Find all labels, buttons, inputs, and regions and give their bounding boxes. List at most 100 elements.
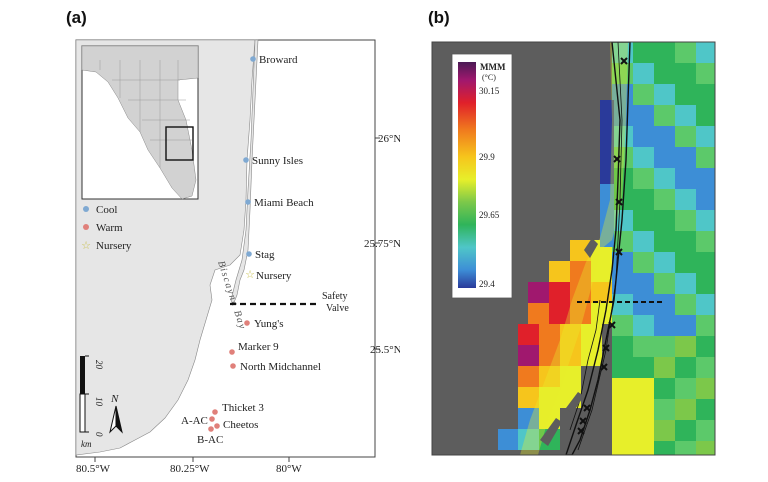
sst-cell: [560, 324, 581, 345]
lat-tick-25-75: 25.75°N: [364, 238, 400, 250]
sst-cell: [633, 84, 654, 105]
sst-cell: [612, 294, 633, 315]
sst-cell: [654, 336, 675, 357]
sst-cell: [633, 210, 654, 231]
inset-study-area-box: [165, 126, 194, 161]
sst-cell: [675, 63, 696, 84]
sst-cell: [696, 357, 715, 378]
sst-cell: [633, 336, 654, 357]
sst-cell: [675, 441, 696, 455]
sst-cell: [591, 261, 612, 282]
sst-cell: [696, 252, 715, 273]
sst-cell: [539, 324, 560, 345]
sst-cell: [654, 126, 675, 147]
colorbar-title: MMM: [480, 62, 506, 72]
sst-cell: [696, 273, 715, 294]
sst-cell: [539, 387, 560, 408]
sst-cell: [654, 315, 675, 336]
sst-cell: [612, 147, 633, 168]
lon-tick-80: 80°W: [276, 463, 302, 475]
sst-cell: [549, 303, 570, 324]
site-broward-marker: [250, 56, 256, 62]
sst-cell: [675, 315, 696, 336]
sst-cell: [600, 121, 614, 142]
colorbar-tick-29-4: 29.4: [479, 279, 495, 289]
site-a-ac-label: A-AC: [181, 415, 208, 427]
sst-cell: [654, 105, 675, 126]
sst-cell: [675, 294, 696, 315]
site-marker-9-marker: [229, 349, 235, 355]
sst-cell: [696, 231, 715, 252]
scale-label-10: 10: [94, 397, 104, 407]
sst-cell: [612, 231, 633, 252]
keys-outline: [565, 42, 631, 455]
sst-cell: [560, 366, 581, 387]
sst-cell: [570, 303, 591, 324]
sst-cell: [528, 303, 549, 324]
sst-cell: [633, 315, 654, 336]
sst-cell: [612, 420, 633, 441]
sst-cell: [675, 189, 696, 210]
sst-cell: [675, 231, 696, 252]
sst-cell: [654, 441, 675, 455]
sst-cell: [600, 142, 614, 163]
sst-cell: [600, 100, 614, 121]
sst-cell: [654, 231, 675, 252]
north-arrow-icon: [109, 405, 123, 434]
sst-cell: [612, 42, 633, 63]
sst-cell: [633, 252, 654, 273]
site-a-ac-marker: [209, 416, 215, 422]
sst-cell: [675, 378, 696, 399]
scale-label-20: 20: [94, 360, 104, 370]
sst-cell: [570, 261, 591, 282]
sst-cell: [612, 378, 633, 399]
colorbar-tick-30-15: 30.15: [479, 86, 500, 96]
sst-cell: [654, 189, 675, 210]
legend-warm-marker: [83, 224, 89, 230]
site-stag-marker: [246, 251, 252, 257]
sst-cell: [654, 420, 675, 441]
sst-cell: [560, 345, 581, 366]
sst-cell: [633, 273, 654, 294]
sst-cell: [600, 205, 614, 226]
sst-cell: [675, 399, 696, 420]
legend-warm-label: Warm: [96, 222, 123, 234]
sst-cell: [591, 303, 612, 324]
sst-cell: [675, 273, 696, 294]
sst-cell: [654, 294, 675, 315]
sst-cell: [633, 126, 654, 147]
sst-cell: [696, 210, 715, 231]
sst-cell: [654, 273, 675, 294]
lat-tick-26: 26°N: [378, 133, 400, 145]
sst-cell: [549, 261, 570, 282]
sst-cell: [675, 252, 696, 273]
sst-cell: [633, 441, 654, 455]
panel-a-label: (a): [66, 8, 87, 27]
site-nursery-label: Nursery: [256, 270, 292, 282]
colorbar-tick-29-9: 29.9: [479, 152, 495, 162]
sst-cell: [612, 441, 633, 455]
sst-cell: [675, 126, 696, 147]
sst-cell: [600, 184, 614, 205]
site-yungs-label: Yung's: [254, 318, 284, 330]
site-marker-9-label: Marker 9: [238, 341, 279, 353]
sst-cell: [633, 357, 654, 378]
site-cheetos-marker: [214, 423, 220, 429]
legend-cool-label: Cool: [96, 204, 117, 216]
colorbar: [458, 62, 476, 288]
site-stag-label: Stag: [255, 249, 275, 261]
site-sunny-isles-marker: [243, 157, 249, 163]
islands: [540, 238, 598, 446]
sst-cell: [654, 168, 675, 189]
sst-cell: [696, 105, 715, 126]
site-cheetos-label: Cheetos: [223, 419, 258, 431]
sst-cell: [675, 210, 696, 231]
sst-cell: [696, 147, 715, 168]
sst-cell: [498, 429, 519, 450]
sst-cell: [675, 420, 696, 441]
sst-cell: [696, 399, 715, 420]
scale-bar: [79, 355, 89, 433]
sst-cell: [696, 441, 715, 455]
site-miami-beach-marker: [245, 199, 251, 205]
